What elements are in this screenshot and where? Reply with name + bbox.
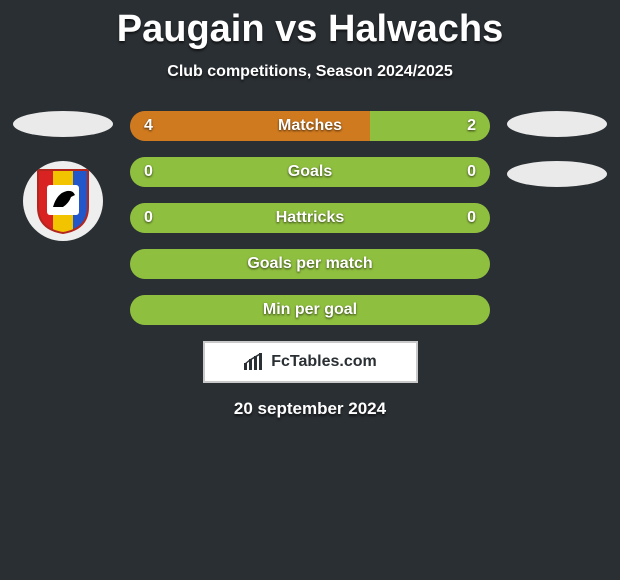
stat-row-hattricks: 00Hattricks xyxy=(130,203,490,233)
stat-row-goals: 00Goals xyxy=(130,157,490,187)
club-badge-left xyxy=(23,161,103,241)
player-avatar-placeholder xyxy=(507,111,607,137)
brand-text: FcTables.com xyxy=(271,353,377,371)
brand-box[interactable]: FcTables.com xyxy=(203,341,418,383)
stat-label: Matches xyxy=(130,111,490,141)
club-crest-icon xyxy=(33,167,93,235)
date-text: 20 september 2024 xyxy=(0,399,620,419)
stat-label: Min per goal xyxy=(130,295,490,325)
subtitle: Club competitions, Season 2024/2025 xyxy=(0,63,620,81)
stat-bars: 42Matches 00Goals 00Hattricks Goals per mat… xyxy=(130,111,490,325)
stat-label: Hattricks xyxy=(130,203,490,233)
right-player-column xyxy=(502,111,612,211)
player-avatar-placeholder xyxy=(13,111,113,137)
stat-label: Goals per match xyxy=(130,249,490,279)
left-player-column xyxy=(8,111,118,241)
bar-chart-icon xyxy=(243,353,265,371)
page-title: Paugain vs Halwachs xyxy=(0,0,620,51)
stat-row-matches: 42Matches xyxy=(130,111,490,141)
stat-label: Goals xyxy=(130,157,490,187)
club-badge-placeholder xyxy=(507,161,607,187)
stat-row-goals-per-match: Goals per match xyxy=(130,249,490,279)
stat-row-min-per-goal: Min per goal xyxy=(130,295,490,325)
comparison-panel: 42Matches 00Goals 00Hattricks Goals per mat… xyxy=(0,111,620,419)
